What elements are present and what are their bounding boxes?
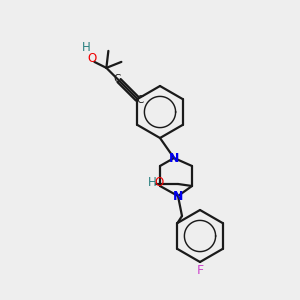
Text: H: H <box>148 176 156 190</box>
Text: O: O <box>154 176 164 190</box>
Text: O: O <box>88 52 97 65</box>
Text: N: N <box>173 190 183 202</box>
Text: H: H <box>82 41 91 54</box>
Text: F: F <box>196 265 204 278</box>
Text: C: C <box>113 74 121 84</box>
Text: N: N <box>169 152 179 164</box>
Text: C: C <box>137 95 144 105</box>
